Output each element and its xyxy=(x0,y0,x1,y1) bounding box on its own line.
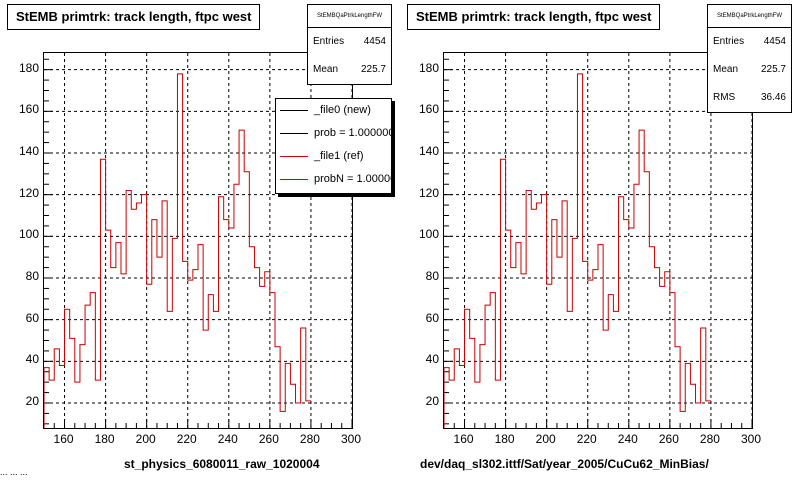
stats-value: 225.7 xyxy=(760,64,786,75)
legend-item: probN = 1.000000 xyxy=(276,168,391,191)
y-tick-label: 60 xyxy=(25,310,39,325)
legend-box: _file0 (new) prob = 1.000000 _file1 (ref… xyxy=(275,98,392,194)
stats-value: 225.7 xyxy=(360,64,386,75)
legend-item: _file0 (new) xyxy=(276,99,391,122)
legend-item: prob = 1.000000 xyxy=(276,122,391,145)
corner-timestamp: ... ... ... xyxy=(0,467,28,477)
left-stats-name: StEMBQaPtrkLengthFW xyxy=(308,5,391,28)
stats-label: Mean xyxy=(713,64,739,75)
right-pad: StEMB primtrk: track length, ftpc west S… xyxy=(400,0,800,480)
histogram-series-line xyxy=(44,73,311,428)
stats-value: 36.46 xyxy=(760,92,786,103)
legend-line-black xyxy=(280,133,308,134)
right-title: StEMB primtrk: track length, ftpc west xyxy=(407,4,661,30)
y-tick-label: 100 xyxy=(18,227,39,242)
stats-label: RMS xyxy=(713,92,736,103)
y-tick-label: 140 xyxy=(18,144,39,158)
right-histogram xyxy=(444,53,752,428)
y-tick-label: 80 xyxy=(425,269,439,283)
left-xlabel: st_physics_6080011_raw_1020004 xyxy=(124,457,320,471)
left-stats-row: Mean 225.7 xyxy=(308,56,391,84)
x-tick-label: 300 xyxy=(340,432,362,446)
left-title: StEMB primtrk: track length, ftpc west xyxy=(7,4,261,30)
left-histogram xyxy=(44,53,352,428)
right-stats-box: StEMBQaPtrkLengthFW Entries 4454 Mean 22… xyxy=(707,4,792,113)
x-tick-label: 220 xyxy=(176,432,197,446)
x-tick-label: 260 xyxy=(658,432,679,446)
x-tick-label: 280 xyxy=(699,432,720,446)
x-tick-label: 200 xyxy=(135,432,156,446)
legend-label: _file1 (ref) xyxy=(314,150,364,162)
x-tick-label: 160 xyxy=(453,432,474,446)
x-tick-label: 220 xyxy=(576,432,597,446)
x-tick-label: 300 xyxy=(740,432,762,446)
stats-value: 4454 xyxy=(763,36,786,47)
x-tick-label: 180 xyxy=(494,432,515,446)
x-tick-label: 240 xyxy=(217,432,238,446)
left-stats-box: StEMBQaPtrkLengthFW Entries 4454 Mean 22… xyxy=(307,4,392,85)
x-tick-label: 200 xyxy=(535,432,556,446)
right-stats-row: Mean 225.7 xyxy=(708,56,791,84)
right-stats-name: StEMBQaPtrkLengthFW xyxy=(708,5,791,28)
x-tick-label: 280 xyxy=(299,432,320,446)
legend-label: prob = 1.000000 xyxy=(314,127,392,139)
y-tick-label: 100 xyxy=(418,227,439,242)
legend-line-red xyxy=(280,156,308,157)
right-stats-row: Entries 4454 xyxy=(708,28,791,56)
stats-label: Entries xyxy=(713,36,745,47)
legend-line-black xyxy=(280,110,308,111)
x-tick-label: 240 xyxy=(617,432,638,446)
y-tick-label: 160 xyxy=(418,102,439,117)
y-tick-label: 60 xyxy=(425,310,439,325)
right-stats-row: RMS 36.46 xyxy=(708,84,791,112)
legend-label: _file0 (new) xyxy=(314,104,371,116)
y-tick-label: 20 xyxy=(25,394,39,408)
y-tick-label: 20 xyxy=(425,394,439,408)
y-tick-label: 40 xyxy=(425,352,439,367)
right-plot-frame xyxy=(443,52,753,429)
right-xlabel: dev/daq_sl302.ittf/Sat/year_2005/CuCu62_… xyxy=(420,457,709,471)
y-tick-label: 120 xyxy=(418,185,439,200)
legend-line-red xyxy=(280,179,308,180)
y-tick-label: 180 xyxy=(418,60,439,75)
legend-label: probN = 1.000000 xyxy=(314,173,391,185)
x-tick-label: 260 xyxy=(258,432,279,446)
stats-label: Mean xyxy=(313,64,339,75)
left-stats-row: Entries 4454 xyxy=(308,28,391,56)
stats-value: 4454 xyxy=(363,36,386,47)
y-tick-label: 40 xyxy=(25,352,39,367)
histogram-series-line xyxy=(444,73,711,428)
x-tick-label: 160 xyxy=(53,432,74,446)
stats-label: Entries xyxy=(313,36,345,47)
y-tick-label: 180 xyxy=(18,60,39,75)
x-tick-label: 180 xyxy=(94,432,115,446)
y-tick-label: 160 xyxy=(18,102,39,117)
y-tick-label: 140 xyxy=(418,144,439,158)
legend-item: _file1 (ref) xyxy=(276,145,391,168)
left-pad: StEMB primtrk: track length, ftpc west S… xyxy=(7,4,392,471)
y-tick-label: 80 xyxy=(25,269,39,283)
y-tick-label: 120 xyxy=(18,185,39,200)
